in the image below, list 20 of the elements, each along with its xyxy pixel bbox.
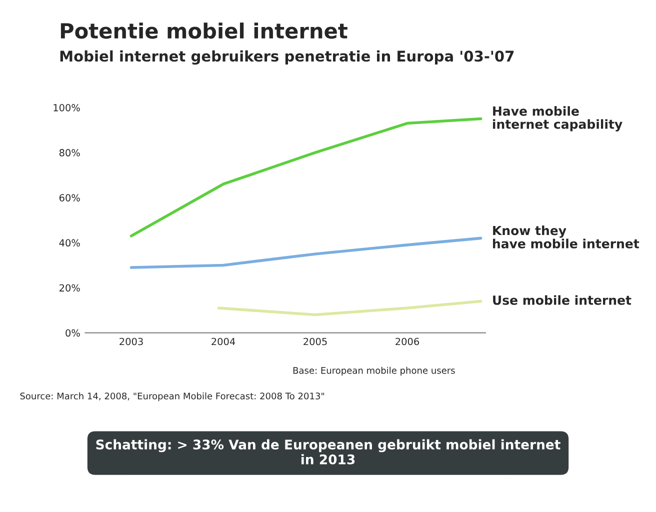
x-tick-label: 2003 [120, 338, 143, 346]
chart-subtitle: Mobiel internet gebruikers penetratie in Europa '03-'07 [60, 50, 514, 65]
x-tick-label: 2004 [212, 338, 236, 346]
source-note: Source: March 14, 2008, "European Mobile Forecast: 2008 To 2013" [20, 392, 324, 402]
series-label: Know they have mobile internet [493, 226, 640, 248]
text: Schatting: > 33% Van de Europeanen gebruikt mobiel internet in 2013 [96, 439, 560, 464]
y-tick-label: 80% [59, 149, 80, 156]
line-series [130, 236, 482, 269]
series-label: Use mobile internet [493, 295, 632, 305]
y-tick-label: 60% [59, 194, 80, 202]
x-tick-label: 2005 [304, 338, 327, 346]
y-tick-label: 100% [54, 104, 80, 112]
chart-title: Potentie mobiel internet [60, 22, 348, 39]
x-tick-label: 2006 [396, 338, 420, 346]
series-label: Have mobile internet capability [493, 106, 622, 132]
text: Base: European mobile phone users [293, 366, 455, 376]
y-tick-label: 40% [59, 239, 80, 247]
y-tick-label: 0% [66, 329, 80, 337]
y-tick-label: 20% [60, 284, 80, 292]
line-series [130, 117, 482, 238]
